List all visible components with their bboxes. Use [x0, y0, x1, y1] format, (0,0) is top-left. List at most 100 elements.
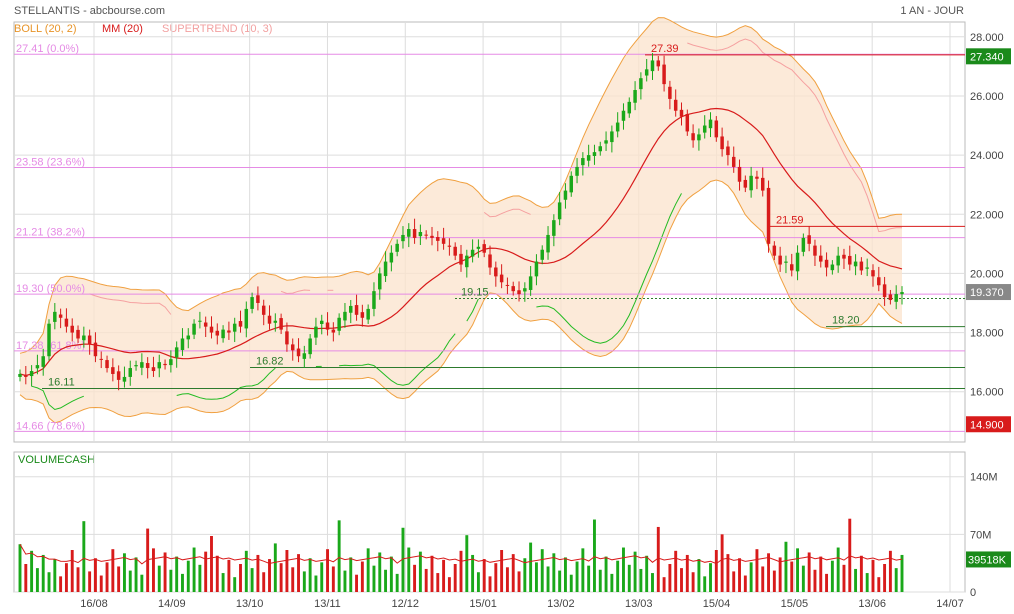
volume-bar: [430, 555, 434, 592]
candle-body: [615, 122, 620, 132]
candle-body: [349, 305, 353, 313]
candle-body: [557, 202, 562, 220]
candle-body: [308, 338, 312, 355]
volume-bar: [691, 572, 695, 592]
volume-bar: [256, 554, 260, 592]
supertrend-line: [483, 208, 531, 218]
high-price-tag-box: [966, 48, 1011, 65]
candle-body: [447, 245, 452, 247]
candle-body: [627, 101, 632, 114]
volume-bar: [47, 572, 51, 592]
candle-body: [372, 291, 376, 309]
volume-last-tag-box: [966, 551, 1011, 568]
candle-body: [290, 344, 295, 351]
last-price-tag: 19.370: [970, 287, 1004, 299]
volume-bar: [529, 542, 533, 592]
candle-body: [836, 255, 840, 266]
volume-bar: [871, 559, 875, 592]
volume-bar: [210, 536, 213, 592]
volume-bar: [424, 568, 428, 592]
candle-body: [644, 69, 649, 76]
volume-bar: [355, 574, 359, 592]
candle-body: [383, 261, 388, 277]
candle-body: [151, 367, 156, 372]
volume-bar: [453, 564, 457, 592]
volume-bar: [18, 544, 22, 592]
volume-last-tag: 39518K: [968, 554, 1007, 566]
volume-bar: [639, 568, 643, 592]
candle-body: [784, 261, 788, 263]
candle-body: [285, 331, 289, 345]
candle-body: [227, 330, 231, 333]
supertrend-line: [280, 289, 311, 295]
volume-bar: [447, 577, 451, 592]
volume-bar: [384, 569, 388, 592]
volume-bar: [146, 528, 150, 592]
volume-bar: [598, 569, 602, 592]
candle-body: [621, 110, 626, 121]
candle-body: [894, 294, 898, 302]
volume-bar: [819, 556, 823, 592]
candle-body: [99, 358, 103, 360]
volume-bar: [250, 568, 254, 592]
x-tick-label: 12/12: [392, 598, 420, 610]
volume-bar: [784, 541, 788, 592]
volume-bar: [888, 550, 892, 592]
candle-body: [279, 318, 283, 330]
last-price-tag-box: [966, 284, 1011, 301]
volume-bar: [82, 521, 86, 592]
volume-bar: [575, 561, 579, 592]
volume-bar: [500, 550, 504, 592]
volume-bar: [709, 563, 712, 592]
candle-body: [273, 320, 278, 323]
volume-bar: [703, 576, 707, 592]
volume-bar: [471, 554, 475, 592]
volume-bar: [314, 575, 318, 592]
supertrend-line: [687, 38, 902, 233]
volume-bar: [279, 563, 283, 592]
x-tick-label: 13/10: [236, 598, 264, 610]
candle-body: [662, 64, 666, 85]
volume-bar: [407, 547, 411, 592]
volume-bar: [70, 550, 74, 592]
candle-body: [824, 259, 829, 268]
volume-tick-label: 140M: [970, 472, 998, 484]
candle-body: [546, 234, 550, 253]
candle-body: [830, 264, 835, 271]
candle-body: [180, 338, 185, 351]
candle-body: [552, 220, 556, 236]
candle-body: [505, 284, 510, 286]
candle-body: [424, 234, 428, 236]
candle-body: [778, 255, 782, 265]
volume-bar: [726, 554, 730, 592]
volume-bar: [697, 559, 701, 592]
x-tick-label: 13/03: [625, 598, 653, 610]
volume-bar: [883, 564, 887, 592]
volume-bar: [720, 534, 724, 592]
volume-bar: [778, 557, 782, 592]
candle-body: [215, 330, 220, 336]
volume-bar: [239, 564, 242, 592]
candle-body: [18, 373, 22, 377]
candle-body: [134, 365, 138, 367]
candle-body: [575, 166, 579, 176]
candle-body: [488, 254, 492, 268]
candle-body: [795, 252, 800, 272]
candle-body: [140, 362, 144, 368]
y-tick-label: 22.000: [970, 209, 1004, 221]
volume-bar: [517, 571, 521, 592]
candle-body: [441, 238, 446, 244]
volume-bar: [738, 558, 741, 592]
volume-bar: [117, 566, 121, 592]
volume-bar: [395, 573, 399, 592]
volume-bar: [534, 562, 538, 592]
level-label: 21.59: [776, 214, 804, 226]
candle-body: [87, 335, 92, 345]
volume-bar: [836, 547, 840, 592]
candle-body: [470, 249, 475, 257]
candle-body: [29, 371, 34, 377]
candle-body: [877, 277, 881, 286]
volume-bar: [796, 548, 800, 592]
candle-body: [865, 267, 869, 269]
candle-body: [517, 290, 521, 295]
